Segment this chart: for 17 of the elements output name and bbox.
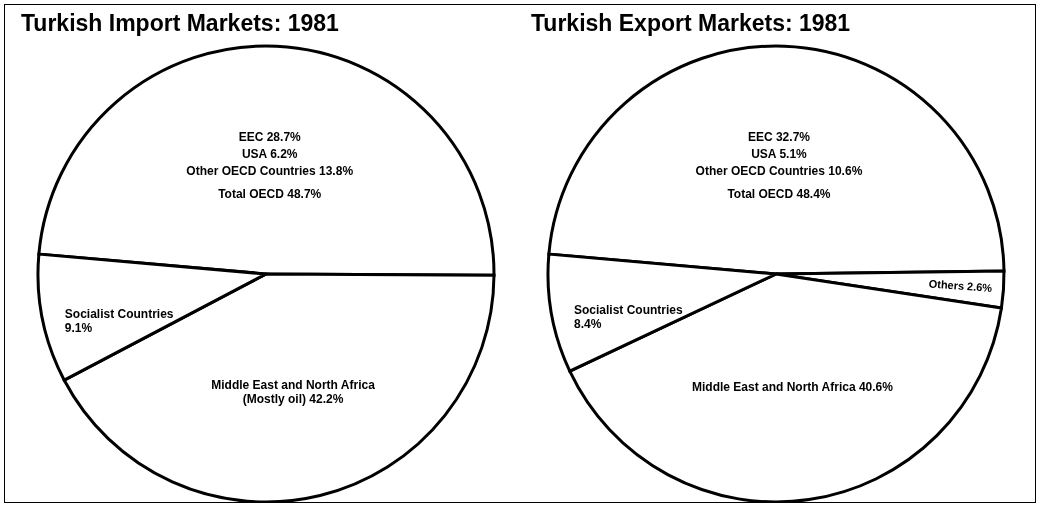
text: USA 6.2%: [241, 147, 298, 162]
data-label: 8.4%: [573, 317, 602, 332]
slice-label: Total OECD 48.4%: [727, 187, 831, 202]
chart-title: Turkish Import Markets: 1981: [21, 10, 340, 36]
text: EEC 32.7%: [747, 130, 811, 145]
text: Other OECD Countries 10.6%: [695, 164, 863, 179]
text: Other OECD Countries 13.8%: [186, 164, 354, 179]
slice-label: Middle East and North Africa 40.6%: [692, 379, 894, 394]
chart-title: Turkish Export Markets: 1981: [531, 10, 851, 36]
slice-label: Total OECD 48.7%: [218, 187, 322, 202]
slice-label: Others 2.6%: [928, 277, 993, 294]
text: EEC 28.7%: [238, 130, 302, 145]
slice-label: Socialist Countries: [573, 303, 684, 318]
text: USA 5.1%: [751, 147, 808, 162]
slice-label: Middle East and North Africa (Mostly oil) 42.2%: [211, 377, 376, 406]
data-label: 9.1%: [64, 321, 93, 336]
slice-label: Socialist Countries: [64, 307, 174, 322]
